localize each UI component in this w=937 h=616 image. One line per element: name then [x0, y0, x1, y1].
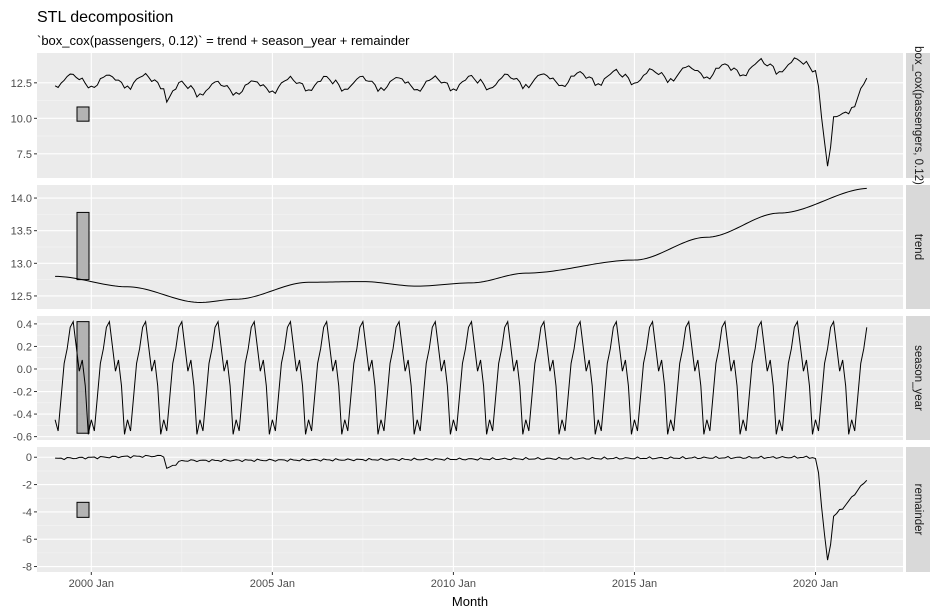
y-tick-label: 10.0: [11, 113, 32, 125]
y-tick-label: 13.0: [11, 258, 32, 270]
facet-strip: [906, 185, 930, 309]
facet-strip-label: box_cox(passengers, 0.12): [912, 46, 924, 185]
facet-strip: [906, 53, 930, 178]
y-tick-label: 7.5: [17, 149, 32, 161]
facet-strip-label: remainder: [912, 484, 924, 536]
chart-subtitle: `box_cox(passengers, 0.12)` = trend + se…: [37, 33, 410, 48]
facet-strip-label: trend: [912, 234, 924, 260]
y-tick-label: -0.6: [13, 432, 32, 444]
range-bar: [76, 501, 90, 518]
panel-box-cox-passengers-0-12: 7.5 10.0 12.5 box_cox(passengers, 0.12): [11, 46, 930, 185]
y-tick-label: 0: [26, 452, 32, 464]
y-tick-label: -2: [22, 480, 32, 492]
y-tick-label: -0.4: [13, 409, 32, 421]
series-line-remainder: [55, 454, 868, 561]
y-tick-label: 0.0: [17, 364, 32, 376]
y-tick-label: 12.5: [11, 291, 32, 303]
x-axis-title: Month: [452, 594, 488, 609]
facet-panels: 7.510.012.5 box_cox(passengers, 0.12)12.5…: [11, 46, 930, 574]
panel-remainder: -8 -6 -4 -2 0 remainder: [22, 447, 930, 574]
y-tick-label: 13.5: [11, 226, 32, 238]
y-tick-label: 0.2: [17, 341, 32, 353]
facet-strip-label: season_year: [912, 345, 924, 411]
y-tick-label: 14.0: [11, 193, 32, 205]
x-axis: 2000 Jan 2005 Jan 2010 Jan 2015 Jan 2020 Jan: [69, 572, 838, 590]
x-tick-label: 2010 Jan: [431, 578, 476, 590]
panel-background: [37, 53, 903, 178]
panel-trend: 12.5 13.0 13.5 14.0 trend: [11, 185, 930, 309]
range-bar: [76, 211, 90, 281]
x-tick-label: 2020 Jan: [793, 578, 838, 590]
panel-background: [37, 447, 903, 572]
series-line-season-year: [54, 320, 868, 435]
x-tick-label: 2000 Jan: [69, 578, 114, 590]
y-tick-label: -0.2: [13, 387, 32, 399]
y-tick-label: 12.5: [11, 78, 32, 90]
chart-title: STL decomposition: [37, 9, 173, 26]
y-tick-label: -6: [22, 534, 32, 546]
series-line-data: [54, 57, 868, 167]
series-line-trend: [55, 187, 867, 303]
x-tick-label: 2005 Jan: [250, 578, 295, 590]
y-tick-label: -8: [22, 562, 32, 574]
y-tick-label: 0.4: [17, 319, 32, 331]
facet-strip: [906, 447, 930, 572]
range-bar: [76, 106, 90, 122]
x-tick-label: 2015 Jan: [612, 578, 657, 590]
y-tick-label: -4: [22, 507, 32, 519]
facet-strip: [906, 316, 930, 440]
panel-background: [37, 316, 903, 440]
panel-season-year: -0.6 -0.4 -0.2 0.0 0.2 0.4 season_year: [13, 316, 930, 444]
